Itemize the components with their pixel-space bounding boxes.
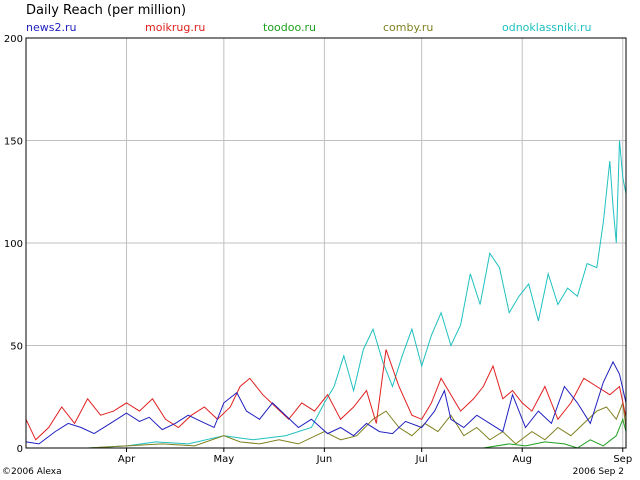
legend-item-moikrug-ru: moikrug.ru xyxy=(145,21,205,34)
series-layer xyxy=(25,140,627,449)
y-tick-label: 0 xyxy=(17,444,23,455)
plot-frame xyxy=(25,37,627,449)
x-tick-label: Jul xyxy=(415,454,428,465)
x-tick-label: Jun xyxy=(316,454,333,465)
legend-item-toodoo-ru: toodoo.ru xyxy=(263,21,316,34)
legend-item-comby-ru: comby.ru xyxy=(383,21,433,34)
series-line-odnoklassniki-ru xyxy=(26,140,627,449)
series-line-news2-ru xyxy=(25,360,627,445)
x-tick-label: Sep xyxy=(613,454,632,465)
gridlines xyxy=(26,38,626,448)
x-tick-label: May xyxy=(213,454,234,465)
chart-title: Daily Reach (per million) xyxy=(26,3,186,18)
legend: news2.ru moikrug.ru toodoo.ru comby.ru odnok… xyxy=(26,21,592,34)
copyright-text: ©2006 Alexa xyxy=(2,467,62,477)
series-line-moikrug-ru xyxy=(25,349,627,441)
y-axis-ticks: 0 50 100 150 200 xyxy=(4,34,23,455)
x-tick-label: Aug xyxy=(512,454,532,465)
y-tick-label: 50 xyxy=(10,342,23,353)
date-text: 2006 Sep 2 xyxy=(573,467,624,477)
x-tick-label: Apr xyxy=(118,454,136,465)
y-tick-label: 150 xyxy=(4,137,23,148)
y-tick-label: 200 xyxy=(4,34,23,45)
y-tick-label: 100 xyxy=(4,239,23,250)
legend-item-odnoklassniki-ru: odnoklassniki.ru xyxy=(502,21,592,34)
legend-item-news2-ru: news2.ru xyxy=(26,21,76,34)
x-axis-ticks: Apr May Jun Jul Aug Sep xyxy=(118,448,632,465)
